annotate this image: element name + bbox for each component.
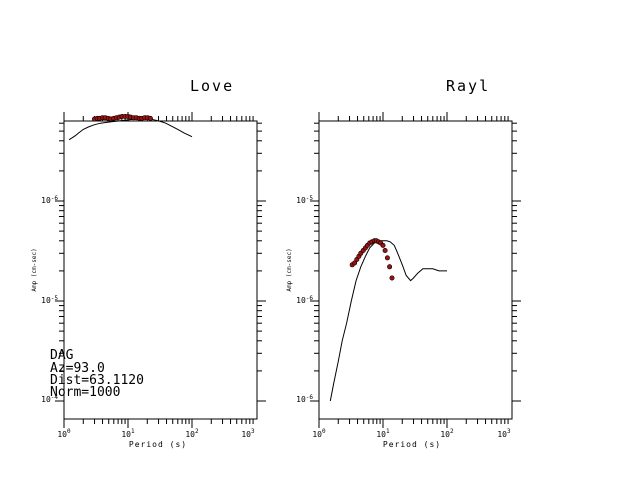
rayl-xtick-label: 100 — [312, 428, 326, 439]
rayl-xtick-label: 101 — [376, 428, 390, 439]
love-axis-ticks — [55, 112, 266, 428]
rayl-ytick-label: 10-6 — [296, 295, 313, 305]
love-ytick-label: 10-6 — [41, 195, 58, 205]
love-xtick-label: 102 — [185, 428, 199, 439]
love-xtick-label: 103 — [241, 428, 255, 439]
rayl-ytick-label: 10-5 — [296, 195, 313, 205]
rayl-observed-point — [352, 260, 358, 266]
station-azimuth: Az=93.0 — [50, 361, 105, 376]
rayl-panel-title: Rayl — [446, 77, 490, 95]
love-observed-point — [147, 115, 153, 121]
rayl-plot-frame — [318, 120, 513, 420]
love-ytick-label: 10-4 — [41, 394, 58, 404]
station-name: DAG — [50, 348, 74, 363]
rayl-observed-point — [389, 275, 395, 281]
rayl-panel: 100 101 102 103 10-5 10-6 10-6 Period (s… — [286, 112, 521, 449]
rayl-ytick-label: 10-6 — [296, 394, 313, 404]
rayl-axis-ticks — [310, 112, 521, 428]
love-model-curve — [68, 118, 193, 141]
rayl-x-axis-label: Period (s) — [383, 440, 441, 449]
love-y-axis-label: Amp (cm-sec) — [31, 248, 38, 291]
rayl-observed-point — [384, 255, 390, 261]
love-data-series — [68, 114, 193, 141]
rayl-y-axis-label: Amp (cm-sec) — [286, 248, 293, 291]
station-norm: Norm=1000 — [50, 385, 120, 400]
rayl-xtick-label: 102 — [440, 428, 454, 439]
love-panel-title: Love — [190, 77, 234, 95]
rayl-model-curve — [329, 240, 447, 402]
rayl-observed-point — [380, 242, 386, 248]
rayl-xtick-label: 103 — [497, 428, 511, 439]
love-xtick-label: 100 — [57, 428, 71, 439]
rayl-observed-point — [382, 248, 388, 254]
love-panel: 100 101 102 103 10-6 10-5 10-4 Period (s… — [31, 112, 266, 449]
love-ytick-label: 10-5 — [41, 295, 58, 305]
rayl-observed-point — [387, 264, 393, 270]
love-x-axis-label: Period (s) — [129, 440, 187, 449]
love-xtick-label: 101 — [121, 428, 135, 439]
station-distance: Dist=63.1120 — [50, 373, 144, 388]
rayl-data-series — [329, 238, 447, 402]
